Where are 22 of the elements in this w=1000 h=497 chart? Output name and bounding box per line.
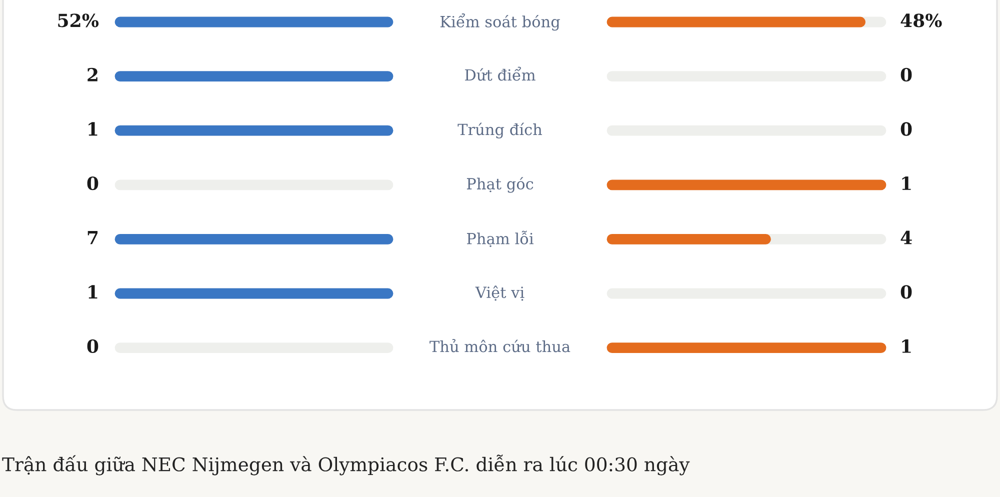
category-label: Dứt điểm — [465, 66, 536, 81]
data-label: 1 — [902, 176, 911, 190]
data-label: 7 — [88, 231, 98, 244]
data-label: 1 — [902, 339, 911, 353]
category-label: Phạt góc — [466, 177, 534, 193]
category-label: Phạm lỗi — [466, 230, 534, 248]
text: Trận đấu giữa NEC Nijmegen và Olympiacos F.C. diễn ra lúc 00:30 ngày — [2, 454, 690, 476]
data-label: 2 — [88, 68, 98, 82]
data-label: 0 — [900, 68, 912, 82]
data-label: 52% — [58, 14, 99, 28]
data-label: 1 — [88, 285, 98, 298]
data-label: 0 — [900, 285, 912, 299]
data-label: 1 — [88, 122, 98, 136]
category-label: Việt vị — [475, 286, 524, 301]
data-label: 48% — [900, 14, 942, 28]
data-label: 0 — [900, 122, 912, 136]
data-label: 0 — [87, 176, 98, 190]
category-label: Thủ môn cứu thua — [430, 339, 570, 352]
data-label: 4 — [900, 230, 912, 244]
category-label: Kiểm soát bóng — [440, 13, 560, 31]
category-label: Trúng đích — [458, 122, 542, 138]
data-label: 0 — [87, 339, 98, 354]
